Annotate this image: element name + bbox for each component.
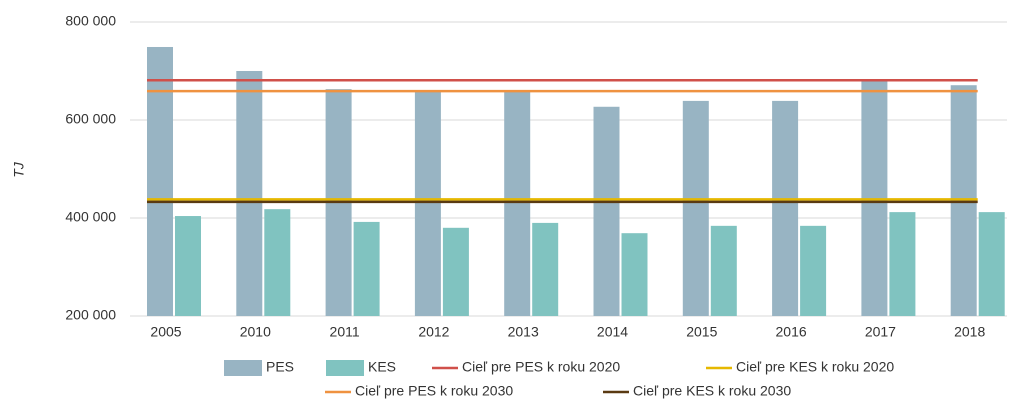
x-tick-label: 2016: [776, 324, 807, 340]
bar: [414, 91, 441, 316]
x-tick-label: 2010: [240, 324, 271, 340]
x-tick-label: 2018: [954, 324, 985, 340]
bar: [442, 227, 469, 316]
bar: [682, 100, 709, 316]
x-tick-label: 2011: [330, 324, 360, 340]
x-tick-label: 2014: [597, 324, 628, 340]
y-tick-label: 600 000: [65, 111, 116, 127]
bar: [772, 100, 799, 316]
legend-label: Cieľ pre KES k roku 2020: [736, 359, 894, 375]
bar: [889, 212, 916, 316]
bar: [710, 225, 737, 316]
legend-swatch: [326, 360, 364, 376]
bar: [532, 222, 559, 316]
bar: [800, 225, 827, 316]
legend-label: Cieľ pre PES k roku 2020: [462, 359, 620, 375]
bar: [353, 221, 380, 316]
legend-label: PES: [266, 359, 294, 375]
bar: [264, 209, 291, 316]
y-tick-label: 400 000: [65, 209, 116, 225]
y-axis-label: TJ: [11, 161, 27, 178]
bar: [147, 46, 173, 317]
legend-label: KES: [368, 359, 396, 375]
x-tick-label: 2012: [418, 324, 449, 340]
bar: [978, 212, 1005, 316]
legend-label: Cieľ pre KES k roku 2030: [633, 383, 791, 399]
x-tick-label: 2013: [508, 324, 539, 340]
bar: [236, 71, 263, 316]
legend-label: Cieľ pre PES k roku 2030: [355, 383, 513, 399]
y-tick-label: 800 000: [65, 13, 116, 29]
legend-swatch: [224, 360, 262, 376]
bar: [504, 91, 531, 316]
bar: [175, 216, 201, 316]
bar: [621, 233, 648, 316]
y-tick-label: 200 000: [65, 307, 116, 323]
bar: [593, 106, 620, 317]
x-tick-label: 2017: [865, 324, 896, 340]
x-tick-label: 2015: [686, 324, 717, 340]
x-tick-label: 2005: [150, 324, 181, 340]
